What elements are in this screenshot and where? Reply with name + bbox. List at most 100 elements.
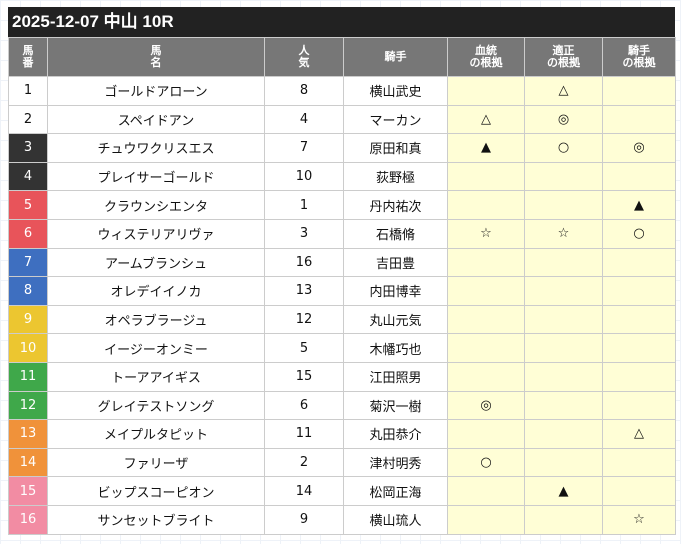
jockey-mark: ☆	[602, 504, 676, 535]
jockey-mark: ○	[602, 218, 676, 249]
aptitude-mark	[524, 190, 603, 220]
jockey-name: 石橋脩	[343, 218, 448, 249]
bloodline-mark	[447, 76, 525, 106]
jockey-name: 江田照男	[343, 361, 448, 392]
horse-name: ウィステリアリヴァ	[47, 218, 265, 249]
jockey-mark	[602, 390, 676, 421]
horse-number: 11	[8, 361, 48, 392]
table-row: 6 ウィステリアリヴァ 3 石橋脩 ☆ ☆ ○	[8, 218, 676, 249]
popularity: 7	[264, 133, 344, 163]
jockey-mark: △	[602, 419, 676, 449]
header-jockey: 騎手	[343, 37, 448, 77]
horse-number: 14	[8, 447, 48, 478]
jockey-mark	[602, 447, 676, 478]
horse-number: 9	[8, 304, 48, 335]
bloodline-mark	[447, 476, 525, 506]
jockey-name: 松岡正海	[343, 476, 448, 506]
horse-number: 15	[8, 476, 48, 506]
bloodline-mark	[447, 190, 525, 220]
header-name: 馬名	[47, 37, 265, 77]
horse-name: サンセットブライト	[47, 504, 265, 535]
aptitude-mark	[524, 161, 603, 192]
horse-name: ビップスコーピオン	[47, 476, 265, 506]
race-table: 馬番 馬名 人気 騎手 血統 の根拠 適正 の根拠 騎手 の根拠 1 ゴールドアローン 8…	[8, 37, 676, 535]
horse-number: 5	[8, 190, 48, 220]
horse-name: アームブランシュ	[47, 247, 265, 278]
popularity: 5	[264, 333, 344, 363]
jockey-name: 原田和真	[343, 133, 448, 163]
popularity: 16	[264, 247, 344, 278]
jockey-mark	[602, 247, 676, 278]
aptitude-mark	[524, 447, 603, 478]
aptitude-mark: ○	[524, 133, 603, 163]
table-row: 15 ビップスコーピオン 14 松岡正海 ▲	[8, 476, 676, 506]
race-table-container: 2025-12-07 中山 10R 馬番 馬名 人気 騎手 血統 の根拠 適正 の根…	[8, 7, 676, 535]
header-row: 馬番 馬名 人気 騎手 血統 の根拠 適正 の根拠 騎手 の根拠	[8, 37, 676, 77]
popularity: 3	[264, 218, 344, 249]
bloodline-mark: ▲	[447, 133, 525, 163]
header-jockey-basis: 騎手 の根拠	[602, 37, 676, 77]
jockey-name: 丹内祐次	[343, 190, 448, 220]
table-row: 2 スペイドアン 4 マーカン △ ◎	[8, 104, 676, 135]
header-popularity: 人気	[264, 37, 344, 77]
horse-number: 8	[8, 276, 48, 306]
jockey-name: 吉田豊	[343, 247, 448, 278]
table-row: 7 アームブランシュ 16 吉田豊	[8, 247, 676, 278]
bloodline-mark	[447, 333, 525, 363]
bloodline-mark: ☆	[447, 218, 525, 249]
horse-number: 7	[8, 247, 48, 278]
popularity: 1	[264, 190, 344, 220]
horse-name: チュウワクリスエス	[47, 133, 265, 163]
header-num: 馬番	[8, 37, 48, 77]
table-row: 3 チュウワクリスエス 7 原田和真 ▲ ○ ◎	[8, 133, 676, 163]
aptitude-mark	[524, 304, 603, 335]
aptitude-mark	[524, 390, 603, 421]
table-row: 4 プレイサーゴールド 10 荻野極	[8, 161, 676, 192]
bloodline-mark	[447, 419, 525, 449]
bloodline-mark: △	[447, 104, 525, 135]
jockey-mark: ▲	[602, 190, 676, 220]
bloodline-mark	[447, 304, 525, 335]
horse-number: 1	[8, 76, 48, 106]
jockey-name: 木幡巧也	[343, 333, 448, 363]
jockey-mark	[602, 276, 676, 306]
horse-name: メイプルタピット	[47, 419, 265, 449]
table-row: 12 グレイテストソング 6 菊沢一樹 ◎	[8, 390, 676, 421]
jockey-mark	[602, 161, 676, 192]
jockey-name: 津村明秀	[343, 447, 448, 478]
horse-number: 2	[8, 104, 48, 135]
jockey-name: マーカン	[343, 104, 448, 135]
horse-name: トーアアイギス	[47, 361, 265, 392]
bloodline-mark	[447, 247, 525, 278]
horse-name: クラウンシエンタ	[47, 190, 265, 220]
popularity: 4	[264, 104, 344, 135]
bloodline-mark	[447, 504, 525, 535]
jockey-mark	[602, 333, 676, 363]
bloodline-mark: ○	[447, 447, 525, 478]
jockey-mark: ◎	[602, 133, 676, 163]
horse-name: ゴールドアローン	[47, 76, 265, 106]
horse-number: 16	[8, 504, 48, 535]
table-row: 10 イージーオンミー 5 木幡巧也	[8, 333, 676, 363]
horse-name: イージーオンミー	[47, 333, 265, 363]
jockey-name: 丸山元気	[343, 304, 448, 335]
horse-name: ファリーザ	[47, 447, 265, 478]
aptitude-mark: ◎	[524, 104, 603, 135]
table-row: 5 クラウンシエンタ 1 丹内祐次 ▲	[8, 190, 676, 220]
popularity: 6	[264, 390, 344, 421]
race-title: 2025-12-07 中山 10R	[8, 7, 675, 37]
jockey-mark	[602, 361, 676, 392]
popularity: 10	[264, 161, 344, 192]
jockey-mark	[602, 76, 676, 106]
aptitude-mark	[524, 504, 603, 535]
horse-number: 6	[8, 218, 48, 249]
aptitude-mark	[524, 333, 603, 363]
bloodline-mark	[447, 361, 525, 392]
aptitude-mark: ☆	[524, 218, 603, 249]
aptitude-mark	[524, 247, 603, 278]
horse-number: 4	[8, 161, 48, 192]
header-bloodline-basis: 血統 の根拠	[447, 37, 525, 77]
jockey-name: 内田博幸	[343, 276, 448, 306]
aptitude-mark: ▲	[524, 476, 603, 506]
jockey-mark	[602, 304, 676, 335]
